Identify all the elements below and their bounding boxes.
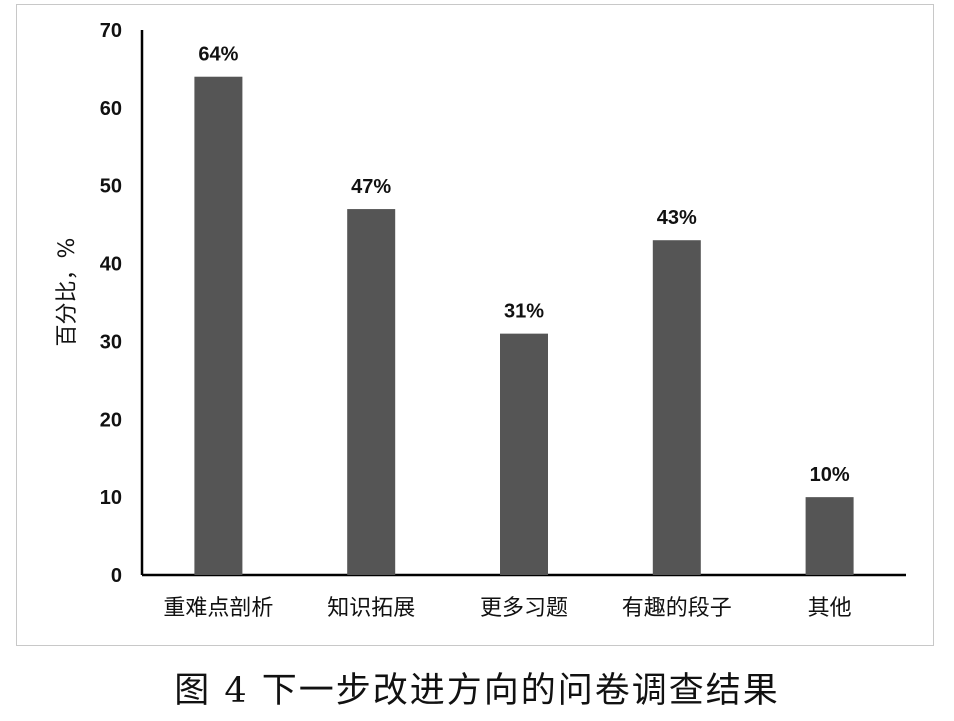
- y-tick-label: 50: [100, 176, 122, 198]
- y-axis-label: 百分比，%: [55, 237, 80, 347]
- chart-frame: [16, 4, 934, 646]
- x-tick-label: 重难点剖析: [163, 596, 273, 621]
- y-tick-label: 60: [100, 98, 122, 120]
- y-axis: 0 10 20 30 40 50 60 70: [100, 20, 144, 587]
- y-tick-label: 30: [100, 331, 122, 353]
- x-axis: 重难点剖析 知识拓展 更多习题 有趣的段子 其他: [142, 573, 906, 621]
- bar-data-label: 10%: [810, 464, 850, 486]
- bar: [347, 209, 396, 576]
- bar-data-label: 43%: [657, 207, 697, 229]
- bar: [652, 240, 701, 575]
- bar-data-label: 64%: [198, 44, 238, 66]
- figure-caption: 图 4 下一步改进方向的问卷调查结果: [174, 671, 780, 711]
- bar: [500, 333, 548, 575]
- x-tick-label: 其他: [808, 596, 852, 621]
- bar-chart: 0 10 20 30 40 50 60 70 重难点剖析 知识拓展 更多习题 有趣的段子 其他 64%…: [100, 20, 906, 621]
- y-tick-label: 70: [100, 20, 122, 42]
- y-tick-label: 40: [100, 254, 122, 276]
- y-tick-label: 0: [111, 565, 122, 587]
- bar: [194, 76, 243, 575]
- y-tick-label: 10: [100, 487, 122, 509]
- bar: [805, 497, 854, 575]
- x-tick-label: 知识拓展: [327, 596, 415, 621]
- x-tick-label: 有趣的段子: [622, 596, 732, 621]
- bars: 64% 47% 31% 43% 10%: [194, 44, 854, 576]
- x-tick-label: 更多习题: [480, 596, 568, 621]
- y-tick-label: 20: [100, 409, 122, 431]
- bar-data-label: 31%: [504, 301, 544, 323]
- bar-data-label: 47%: [351, 176, 391, 198]
